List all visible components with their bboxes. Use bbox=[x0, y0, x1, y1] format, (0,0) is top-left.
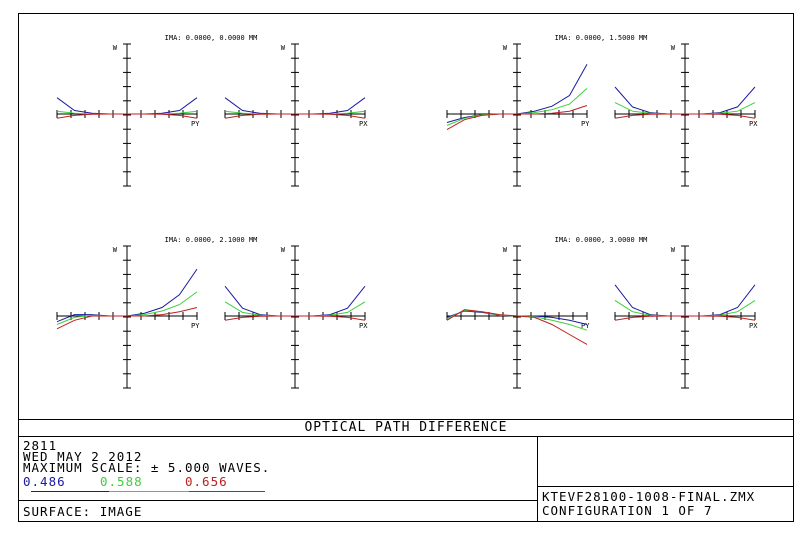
opd-plot-area: W PY W PX IMA: 0.0000, 0.0000 MM W PY W PX IMA: 0… bbox=[19, 14, 795, 419]
surface-text: SURFACE: IMAGE bbox=[23, 504, 143, 519]
py-axis-label: PY bbox=[581, 322, 590, 330]
sagittal-axis-title: W bbox=[281, 246, 286, 254]
opd-series-0_656 bbox=[614, 315, 756, 321]
divider bbox=[538, 486, 793, 487]
opd-series-0_656 bbox=[56, 307, 198, 330]
divider bbox=[19, 500, 537, 501]
legend-line-red bbox=[189, 491, 265, 492]
sagittal-axis-title: W bbox=[671, 44, 676, 52]
px-axis-label: PX bbox=[749, 120, 758, 128]
opd-chart: W PY W PX IMA: 0.0000, 0.0000 MM W PY W PX IMA: 0… bbox=[56, 34, 758, 389]
opd-series-0_656 bbox=[56, 113, 198, 119]
sagittal-axis-title: W bbox=[281, 44, 286, 52]
wavelength-green: 0.588 bbox=[100, 474, 143, 489]
opd-series-0_656 bbox=[224, 315, 366, 321]
chart-title: OPTICAL PATH DIFFERENCE bbox=[19, 419, 793, 437]
opd-series-0_656 bbox=[224, 113, 366, 119]
legend-line-green bbox=[109, 491, 189, 492]
opd-series-0_656 bbox=[614, 113, 756, 119]
px-axis-label: PX bbox=[359, 322, 368, 330]
wavelength-blue: 0.486 bbox=[23, 474, 66, 489]
py-axis-label: PY bbox=[191, 120, 200, 128]
configuration-text: CONFIGURATION 1 OF 7 bbox=[542, 503, 713, 518]
file-id: 2811 bbox=[23, 438, 58, 453]
tangential-axis-title: W bbox=[503, 246, 508, 254]
opd-series-0_656 bbox=[446, 105, 588, 131]
opd-series-0_656 bbox=[446, 309, 588, 345]
field-label: IMA: 0.0000, 0.0000 MM bbox=[165, 34, 258, 42]
legend-line-blue bbox=[31, 491, 109, 492]
px-axis-label: PX bbox=[359, 120, 368, 128]
field-label: IMA: 0.0000, 2.1000 MM bbox=[165, 236, 258, 244]
px-axis-label: PX bbox=[749, 322, 758, 330]
date-text: WED MAY 2 2012 bbox=[23, 449, 143, 464]
tangential-axis-title: W bbox=[503, 44, 508, 52]
file-info-panel: KTEVF28100-1008-FINAL.ZMX CONFIGURATION … bbox=[538, 436, 793, 522]
tangential-axis-title: W bbox=[113, 246, 118, 254]
tangential-axis-title: W bbox=[113, 44, 118, 52]
sagittal-axis-title: W bbox=[671, 246, 676, 254]
max-scale-text: MAXIMUM SCALE: ± 5.000 WAVES. bbox=[23, 460, 271, 475]
figure-frame: W PY W PX IMA: 0.0000, 0.0000 MM W PY W PX IMA: 0… bbox=[18, 13, 794, 522]
wavelength-red: 0.656 bbox=[185, 474, 228, 489]
field-label: IMA: 0.0000, 1.5000 MM bbox=[555, 34, 648, 42]
filename-text: KTEVF28100-1008-FINAL.ZMX bbox=[542, 489, 756, 504]
field-label: IMA: 0.0000, 3.0000 MM bbox=[555, 236, 648, 244]
py-axis-label: PY bbox=[581, 120, 590, 128]
py-axis-label: PY bbox=[191, 322, 200, 330]
info-panel: 2811 WED MAY 2 2012 MAXIMUM SCALE: ± 5.0… bbox=[19, 436, 538, 522]
